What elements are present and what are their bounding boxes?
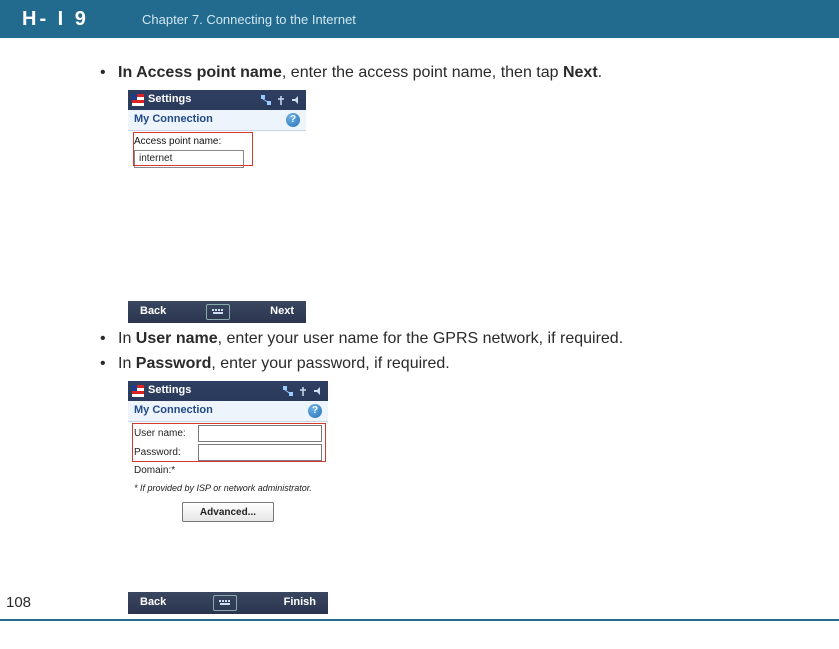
domain-label: Domain:* [134, 464, 194, 478]
start-icon [132, 94, 144, 106]
help-icon[interactable]: ? [308, 404, 322, 418]
bullet-username: • In User name, enter your user name for… [100, 328, 779, 350]
softkey-next[interactable]: Next [270, 304, 294, 319]
volume-icon [290, 94, 302, 106]
phone-frame: Settings My Connection ? User name: Pa [128, 381, 328, 611]
text-pre: In [118, 355, 136, 372]
page-header: H- I 9 Chapter 7. Connecting to the Inte… [0, 0, 839, 38]
screenshot-credentials: Settings My Connection ? User name: Pa [128, 381, 779, 611]
screenshot-apn: Settings My Connection ? Access point na… [128, 90, 779, 322]
text-pre: In [118, 330, 136, 347]
bullet-dot: • [100, 328, 118, 350]
password-label: Password: [134, 446, 194, 460]
subheader-text: My Connection [134, 112, 213, 127]
network-icon [260, 94, 272, 106]
chapter-title: Chapter 7. Connecting to the Internet [142, 12, 356, 27]
phone-subheader: My Connection ? [128, 110, 306, 131]
page-number: 108 [6, 594, 31, 611]
apn-input[interactable]: internet [134, 150, 244, 168]
username-input[interactable] [198, 425, 322, 442]
row-username: User name: [128, 424, 328, 443]
footer-rule [0, 619, 839, 621]
bullet-text: In User name, enter your user name for t… [118, 328, 623, 350]
titlebar-text: Settings [148, 92, 191, 107]
signal-icon [297, 385, 309, 397]
bullet-password: • In Password, enter your password, if r… [100, 353, 779, 375]
brand-logo: H- I 9 [0, 8, 132, 31]
phone-body: Access point name: internet [128, 131, 306, 301]
signal-icon [275, 94, 287, 106]
text-mid: , enter the access point name, then tap [282, 64, 563, 81]
softkey-back[interactable]: Back [140, 595, 166, 610]
username-label: User name: [134, 427, 194, 441]
bold-apn: Access point name [136, 64, 282, 81]
text-post: . [598, 64, 602, 81]
softkey-finish[interactable]: Finish [284, 595, 316, 610]
bullet-text: In Password, enter your password, if req… [118, 353, 450, 375]
password-input[interactable] [198, 444, 322, 461]
phone-softbar: Back Finish [128, 592, 328, 614]
row-password: Password: [128, 443, 328, 462]
tray-icons [282, 385, 324, 397]
network-icon [282, 385, 294, 397]
keyboard-icon[interactable] [213, 595, 237, 611]
phone-frame: Settings My Connection ? Access point na… [128, 90, 306, 322]
titlebar-text: Settings [148, 383, 191, 398]
phone-softbar: Back Next [128, 301, 306, 323]
start-icon [132, 385, 144, 397]
bullet-apn: • In Access point name, enter the access… [100, 62, 779, 84]
volume-icon [312, 385, 324, 397]
apn-label: Access point name: [128, 131, 306, 151]
softkey-back[interactable]: Back [140, 304, 166, 319]
phone-subheader: My Connection ? [128, 401, 328, 422]
bold-password: Password [136, 355, 212, 372]
subheader-text: My Connection [134, 403, 213, 418]
help-icon[interactable]: ? [286, 113, 300, 127]
text-post: , enter your password, if required. [211, 355, 449, 372]
bold-username: User name [136, 330, 218, 347]
advanced-button[interactable]: Advanced... [182, 502, 274, 522]
bullet-text: In Access point name, enter the access p… [118, 62, 602, 84]
phone-titlebar: Settings [128, 90, 306, 110]
bold-next: Next [563, 64, 598, 81]
keyboard-icon[interactable] [206, 304, 230, 320]
phone-titlebar: Settings [128, 381, 328, 401]
bullet-dot: • [100, 353, 118, 375]
bold-in: In [118, 64, 136, 81]
footnote: * If provided by ISP or network administ… [128, 478, 328, 496]
text-post: , enter your user name for the GPRS netw… [218, 330, 624, 347]
phone-body: User name: Password: Domain:* * If provi… [128, 422, 328, 592]
row-domain: Domain:* [128, 462, 328, 479]
bullet-dot: • [100, 62, 118, 84]
tray-icons [260, 94, 302, 106]
page-body: • In Access point name, enter the access… [0, 38, 839, 611]
